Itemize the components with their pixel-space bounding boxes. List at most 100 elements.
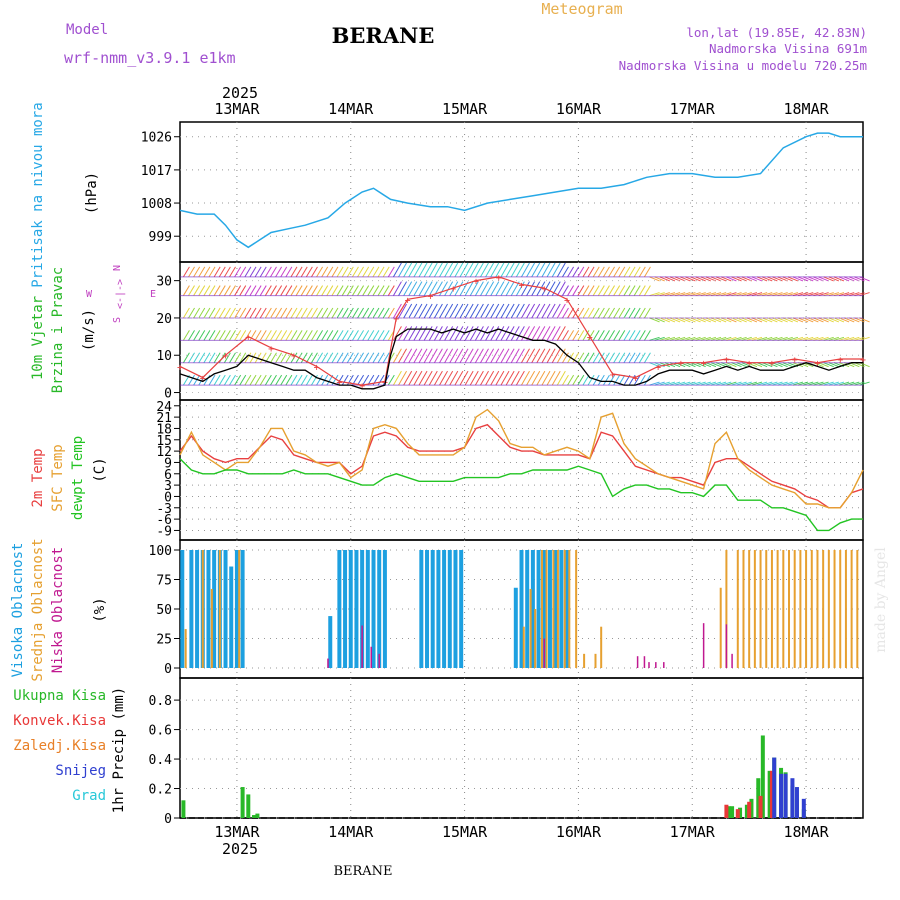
wind-barb — [808, 317, 819, 323]
wind-barb — [480, 303, 489, 319]
wind-barb — [772, 362, 783, 368]
wind-barb — [505, 262, 515, 278]
wind-barb — [326, 285, 334, 296]
cloud-bar-high — [513, 587, 518, 668]
temp-tick-label: 24 — [156, 400, 172, 415]
wind-barb — [659, 317, 670, 323]
wind-barb — [603, 307, 610, 319]
wind-barb — [244, 352, 252, 363]
wind-barb — [644, 330, 651, 341]
wind-barb — [280, 266, 288, 278]
wind-barb — [449, 262, 459, 278]
temp-tick-label: 12 — [156, 445, 172, 460]
wind-barb — [500, 281, 510, 296]
wind-barb — [321, 330, 329, 341]
precip-bar-total — [730, 806, 735, 818]
cloud-bar-mid — [782, 550, 785, 668]
wind-barb — [346, 307, 354, 319]
cloud-bar-high — [547, 550, 552, 668]
pressure-panel: 999 1008 1017 1026 — [141, 121, 864, 263]
cloud-tick-label: 50 — [156, 603, 172, 618]
wind-barb — [638, 307, 646, 319]
cloud-bar-high — [337, 550, 342, 668]
wind-barb — [326, 307, 334, 319]
pressure-tick-label: 999 — [149, 230, 172, 245]
wind-barb — [372, 285, 380, 296]
wind-barb — [188, 330, 195, 341]
wind-barb — [433, 370, 443, 386]
wind-barb — [485, 262, 495, 278]
temp-tick-label: 15 — [156, 434, 172, 449]
cloud-bar-high — [365, 550, 370, 668]
wind-barb — [259, 352, 267, 363]
temp-unit: (C) — [92, 457, 108, 482]
wind-barb — [398, 262, 407, 278]
wind-barb — [597, 285, 605, 296]
cloud-bar-mid — [827, 550, 830, 668]
wind-barb — [254, 307, 262, 319]
precip-bar-conv — [735, 809, 740, 818]
wind-barb — [439, 370, 448, 386]
wind-barb — [490, 281, 500, 296]
wind-barb — [623, 352, 631, 363]
wind-barb — [664, 317, 676, 323]
station-title: BERANE — [332, 23, 435, 48]
cloud-bar-mid — [556, 550, 559, 668]
precip-bar-total — [255, 813, 260, 818]
cloud-bar-high — [189, 550, 194, 668]
wind-barb — [736, 362, 747, 368]
wind-barb — [387, 307, 395, 319]
wind-barb — [613, 266, 621, 278]
wind-barb — [515, 326, 525, 341]
wind-barb — [244, 374, 252, 386]
precip-bar-total — [181, 800, 186, 818]
top-day-label: 18MAR — [784, 100, 830, 118]
wind-barb — [623, 330, 631, 341]
wind-barb — [208, 374, 216, 386]
wind-barb — [803, 276, 814, 282]
wind-barb — [331, 285, 339, 296]
wind-barb — [331, 266, 339, 278]
wind-barb — [223, 307, 231, 319]
wind-barb — [305, 285, 313, 296]
wind-barb — [659, 276, 670, 282]
wind-barb — [526, 348, 536, 363]
wind-barb — [300, 352, 308, 363]
wind-barb — [587, 352, 595, 363]
wind-barb — [270, 374, 277, 386]
wind-gust-marker: + — [610, 370, 616, 381]
wind-barb — [300, 307, 308, 319]
wind-barb — [787, 317, 799, 323]
cloud-bar-mid — [210, 588, 213, 668]
wind-barb — [290, 374, 298, 386]
wind-barb — [582, 266, 590, 278]
wind-barb — [705, 317, 717, 323]
wind-barb — [398, 326, 407, 341]
cloud-bar-mid — [856, 550, 859, 668]
compass-n: N — [112, 265, 123, 271]
cloud-bar-high — [447, 550, 452, 668]
wind-barb — [367, 266, 375, 278]
wind-barb — [418, 370, 428, 386]
wind-barb — [582, 285, 590, 296]
wind-gust-line — [179, 276, 863, 386]
wind-barb — [208, 330, 216, 341]
wind-barb — [316, 307, 324, 319]
bottom-day-label: 16MAR — [556, 823, 602, 841]
wind-barb — [321, 352, 329, 363]
cloud-bar-low — [648, 662, 650, 668]
wind-barb — [495, 370, 505, 386]
wind-barb — [474, 262, 484, 278]
temp-line-2m — [179, 423, 864, 509]
compass-s: S — [112, 317, 123, 323]
wind-barb — [633, 266, 641, 278]
wind-barb — [413, 348, 423, 363]
wind-barb — [649, 317, 660, 323]
wind-compass-legend: <-|-> N S — [112, 265, 126, 323]
cloud-bar-mid — [719, 587, 722, 668]
wind-barb — [346, 266, 354, 278]
wind-barb — [449, 326, 459, 341]
wind-label-1: 10m Vjetar — [30, 296, 46, 380]
wind-barb — [198, 307, 206, 319]
wind-barb — [603, 330, 610, 341]
